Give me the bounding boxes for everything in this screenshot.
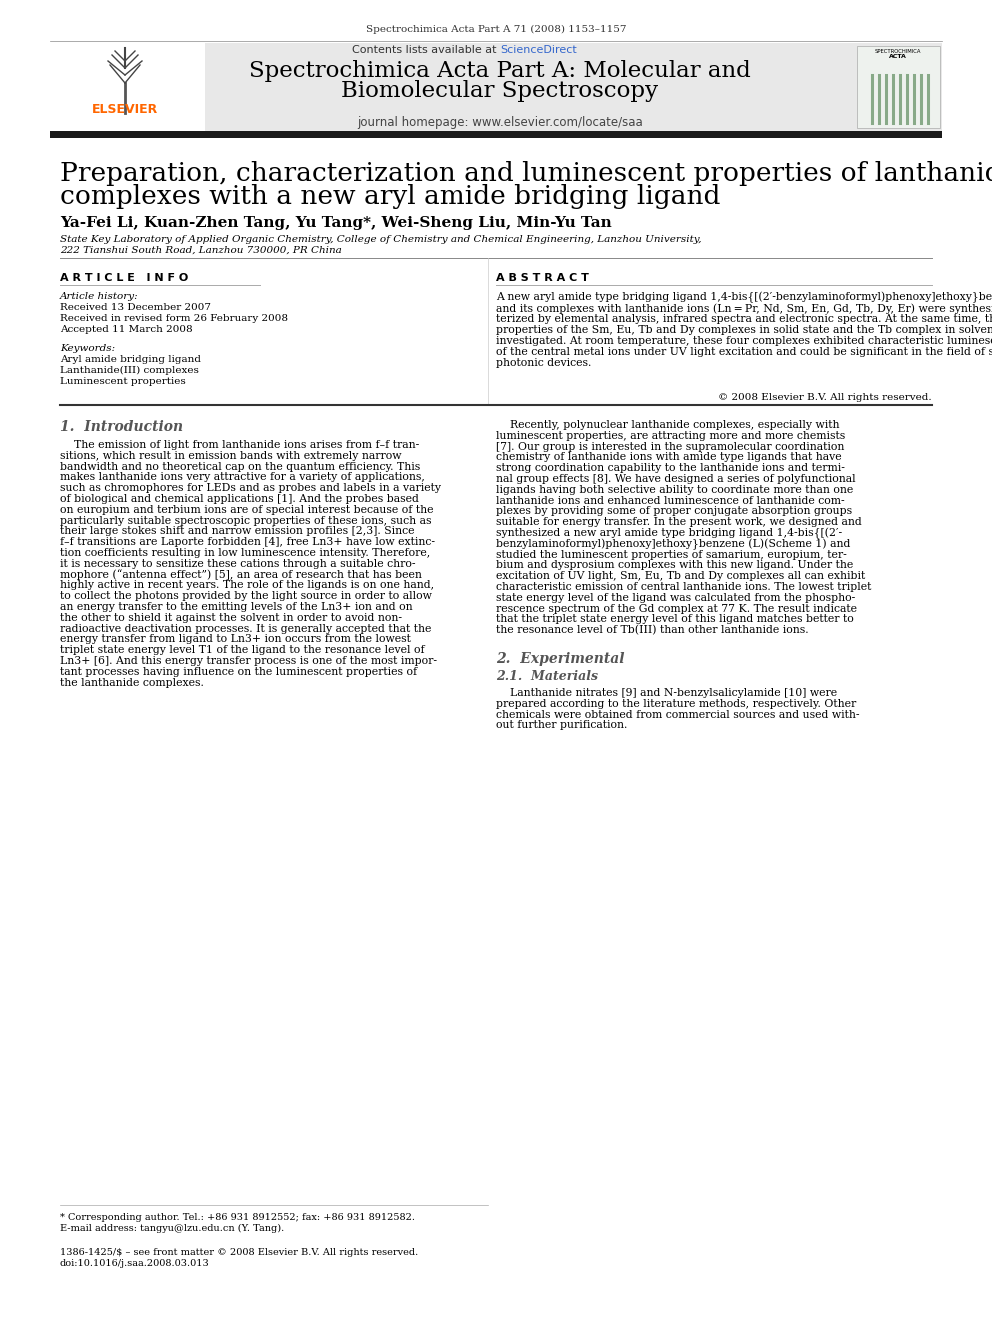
Text: The emission of light from lanthanide ions arises from f–f tran-: The emission of light from lanthanide io… [60, 441, 420, 450]
Text: the lanthanide complexes.: the lanthanide complexes. [60, 677, 204, 688]
Text: chemistry of lanthanide ions with amide type ligands that have: chemistry of lanthanide ions with amide … [496, 452, 841, 463]
Text: of the central metal ions under UV light excitation and could be significant in : of the central metal ions under UV light… [496, 347, 992, 357]
Text: State Key Laboratory of Applied Organic Chemistry, College of Chemistry and Chem: State Key Laboratory of Applied Organic … [60, 235, 701, 243]
Text: the resonance level of Tb(III) than other lanthanide ions.: the resonance level of Tb(III) than othe… [496, 626, 808, 635]
Text: Lanthanide nitrates [9] and N-benzylsalicylamide [10] were: Lanthanide nitrates [9] and N-benzylsali… [496, 688, 837, 699]
Text: synthesized a new aryl amide type bridging ligand 1,4-bis{[(2′-: synthesized a new aryl amide type bridgi… [496, 528, 842, 540]
Text: Lanthanide(III) complexes: Lanthanide(III) complexes [60, 366, 198, 376]
Text: strong coordination capability to the lanthanide ions and termi-: strong coordination capability to the la… [496, 463, 845, 474]
Text: SPECTROCHIMICA: SPECTROCHIMICA [875, 49, 922, 54]
Text: Spectrochimica Acta Part A 71 (2008) 1153–1157: Spectrochimica Acta Part A 71 (2008) 115… [366, 25, 626, 34]
Text: * Corresponding author. Tel.: +86 931 8912552; fax: +86 931 8912582.: * Corresponding author. Tel.: +86 931 89… [60, 1213, 415, 1222]
Text: rescence spectrum of the Gd complex at 77 K. The result indicate: rescence spectrum of the Gd complex at 7… [496, 603, 857, 614]
Text: 2.  Experimental: 2. Experimental [496, 652, 625, 665]
Text: Luminescent properties: Luminescent properties [60, 377, 186, 386]
Text: ELSEVIER: ELSEVIER [92, 103, 158, 116]
Text: Ya-Fei Li, Kuan-Zhen Tang, Yu Tang*, Wei-Sheng Liu, Min-Yu Tan: Ya-Fei Li, Kuan-Zhen Tang, Yu Tang*, Wei… [60, 216, 612, 230]
Text: A B S T R A C T: A B S T R A C T [496, 273, 589, 283]
Text: photonic devices.: photonic devices. [496, 359, 591, 368]
Text: ScienceDirect: ScienceDirect [500, 45, 576, 56]
Text: Contents lists available at: Contents lists available at [352, 45, 500, 56]
Bar [50, 44, 205, 131]
Text: 1386-1425/$ – see front matter © 2008 Elsevier B.V. All rights reserved.: 1386-1425/$ – see front matter © 2008 El… [60, 1248, 419, 1257]
Bar [50, 131, 942, 138]
Text: ACTA: ACTA [889, 54, 907, 60]
Text: f–f transitions are Laporte forbidden [4], free Ln3+ have low extinc-: f–f transitions are Laporte forbidden [4… [60, 537, 435, 548]
Text: their large stokes shift and narrow emission profiles [2,3]. Since: their large stokes shift and narrow emis… [60, 527, 415, 536]
Text: complexes with a new aryl amide bridging ligand: complexes with a new aryl amide bridging… [60, 184, 720, 209]
Text: 1.  Introduction: 1. Introduction [60, 419, 184, 434]
Text: triplet state energy level T1 of the ligand to the resonance level of: triplet state energy level T1 of the lig… [60, 646, 425, 655]
Text: bandwidth and no theoretical cap on the quantum efficiency. This: bandwidth and no theoretical cap on the … [60, 462, 421, 471]
Text: A new aryl amide type bridging ligand 1,4-bis{[(2′-benzylaminoformyl)phenoxy]eth: A new aryl amide type bridging ligand 1,… [496, 292, 992, 303]
Text: sitions, which result in emission bands with extremely narrow: sitions, which result in emission bands … [60, 451, 402, 460]
Text: particularly suitable spectroscopic properties of these ions, such as: particularly suitable spectroscopic prop… [60, 516, 432, 525]
Text: tant processes having influence on the luminescent properties of: tant processes having influence on the l… [60, 667, 417, 677]
Text: Accepted 11 March 2008: Accepted 11 March 2008 [60, 325, 192, 333]
Text: 2.1.  Materials: 2.1. Materials [496, 669, 598, 683]
Text: [7]. Our group is interested in the supramolecular coordination: [7]. Our group is interested in the supr… [496, 442, 844, 451]
Text: © 2008 Elsevier B.V. All rights reserved.: © 2008 Elsevier B.V. All rights reserved… [718, 393, 932, 402]
Text: mophore (“antenna effect”) [5], an area of research that has been: mophore (“antenna effect”) [5], an area … [60, 570, 422, 581]
Text: bium and dysprosium complexes with this new ligand. Under the: bium and dysprosium complexes with this … [496, 561, 853, 570]
Text: chemicals were obtained from commercial sources and used with-: chemicals were obtained from commercial … [496, 709, 859, 720]
Text: luminescent properties, are attracting more and more chemists: luminescent properties, are attracting m… [496, 431, 845, 441]
Text: highly active in recent years. The role of the ligands is on one hand,: highly active in recent years. The role … [60, 581, 434, 590]
Text: the other to shield it against the solvent in order to avoid non-: the other to shield it against the solve… [60, 613, 402, 623]
Text: 222 Tianshui South Road, Lanzhou 730000, PR China: 222 Tianshui South Road, Lanzhou 730000,… [60, 246, 342, 255]
Text: studied the luminescent properties of samarium, europium, ter-: studied the luminescent properties of sa… [496, 549, 847, 560]
Text: such as chromophores for LEDs and as probes and labels in a variety: such as chromophores for LEDs and as pro… [60, 483, 441, 493]
Text: nal group effects [8]. We have designed a series of polyfunctional: nal group effects [8]. We have designed … [496, 474, 856, 484]
Text: lanthanide ions and enhanced luminescence of lanthanide com-: lanthanide ions and enhanced luminescenc… [496, 496, 844, 505]
Text: it is necessary to sensitize these cations through a suitable chro-: it is necessary to sensitize these catio… [60, 558, 416, 569]
Text: doi:10.1016/j.saa.2008.03.013: doi:10.1016/j.saa.2008.03.013 [60, 1259, 209, 1267]
Text: E-mail address: tangyu@lzu.edu.cn (Y. Tang).: E-mail address: tangyu@lzu.edu.cn (Y. Ta… [60, 1224, 285, 1233]
Text: out further purification.: out further purification. [496, 721, 627, 730]
Text: Received 13 December 2007: Received 13 December 2007 [60, 303, 211, 312]
Text: investigated. At room temperature, these four complexes exhibited characteristic: investigated. At room temperature, these… [496, 336, 992, 347]
Text: benzylaminoformyl)phenoxy]ethoxy}benzene (L)(Scheme 1) and: benzylaminoformyl)phenoxy]ethoxy}benzene… [496, 538, 850, 550]
Text: plexes by providing some of proper conjugate absorption groups: plexes by providing some of proper conju… [496, 507, 852, 516]
Text: to collect the photons provided by the light source in order to allow: to collect the photons provided by the l… [60, 591, 432, 601]
Text: Biomolecular Spectroscopy: Biomolecular Spectroscopy [341, 79, 659, 102]
Text: and its complexes with lanthanide ions (Ln = Pr, Nd, Sm, En, Gd, Tb, Dy, Er) wer: and its complexes with lanthanide ions (… [496, 303, 992, 314]
Bar [857, 46, 940, 128]
Text: prepared according to the literature methods, respectively. Other: prepared according to the literature met… [496, 699, 856, 709]
Text: an energy transfer to the emitting levels of the Ln3+ ion and on: an energy transfer to the emitting level… [60, 602, 413, 613]
Text: Article history:: Article history: [60, 292, 139, 302]
Text: of biological and chemical applications [1]. And the probes based: of biological and chemical applications … [60, 493, 419, 504]
Text: Aryl amide bridging ligand: Aryl amide bridging ligand [60, 355, 201, 364]
Text: Recently, polynuclear lanthanide complexes, especially with: Recently, polynuclear lanthanide complex… [496, 419, 839, 430]
Text: terized by elemental analysis, infrared spectra and electronic spectra. At the s: terized by elemental analysis, infrared … [496, 314, 992, 324]
Text: makes lanthanide ions very attractive for a variety of applications,: makes lanthanide ions very attractive fo… [60, 472, 425, 483]
Text: suitable for energy transfer. In the present work, we designed and: suitable for energy transfer. In the pre… [496, 517, 862, 527]
Text: A R T I C L E   I N F O: A R T I C L E I N F O [60, 273, 188, 283]
Text: tion coefficients resulting in low luminescence intensity. Therefore,: tion coefficients resulting in low lumin… [60, 548, 431, 558]
Text: Ln3+ [6]. And this energy transfer process is one of the most impor-: Ln3+ [6]. And this energy transfer proce… [60, 656, 437, 665]
Text: state energy level of the ligand was calculated from the phospho-: state energy level of the ligand was cal… [496, 593, 855, 603]
Text: on europium and terbium ions are of special interest because of the: on europium and terbium ions are of spec… [60, 505, 434, 515]
Text: Keywords:: Keywords: [60, 344, 115, 353]
Text: radioactive deactivation processes. It is generally accepted that the: radioactive deactivation processes. It i… [60, 623, 432, 634]
Text: Preparation, characterization and luminescent properties of lanthanide: Preparation, characterization and lumine… [60, 161, 992, 187]
Text: ligands having both selective ability to coordinate more than one: ligands having both selective ability to… [496, 484, 853, 495]
Text: excitation of UV light, Sm, Eu, Tb and Dy complexes all can exhibit: excitation of UV light, Sm, Eu, Tb and D… [496, 572, 865, 581]
Text: that the triplet state energy level of this ligand matches better to: that the triplet state energy level of t… [496, 614, 854, 624]
Text: journal homepage: www.elsevier.com/locate/saa: journal homepage: www.elsevier.com/locat… [357, 116, 643, 130]
Text: Spectrochimica Acta Part A: Molecular and: Spectrochimica Acta Part A: Molecular an… [249, 60, 751, 82]
Text: Received in revised form 26 February 2008: Received in revised form 26 February 200… [60, 314, 288, 323]
Text: characteristic emission of central lanthanide ions. The lowest triplet: characteristic emission of central lanth… [496, 582, 871, 591]
Bar [50, 44, 942, 131]
Text: properties of the Sm, Eu, Tb and Dy complexes in solid state and the Tb complex : properties of the Sm, Eu, Tb and Dy comp… [496, 325, 992, 335]
Text: energy transfer from ligand to Ln3+ ion occurs from the lowest: energy transfer from ligand to Ln3+ ion … [60, 635, 411, 644]
